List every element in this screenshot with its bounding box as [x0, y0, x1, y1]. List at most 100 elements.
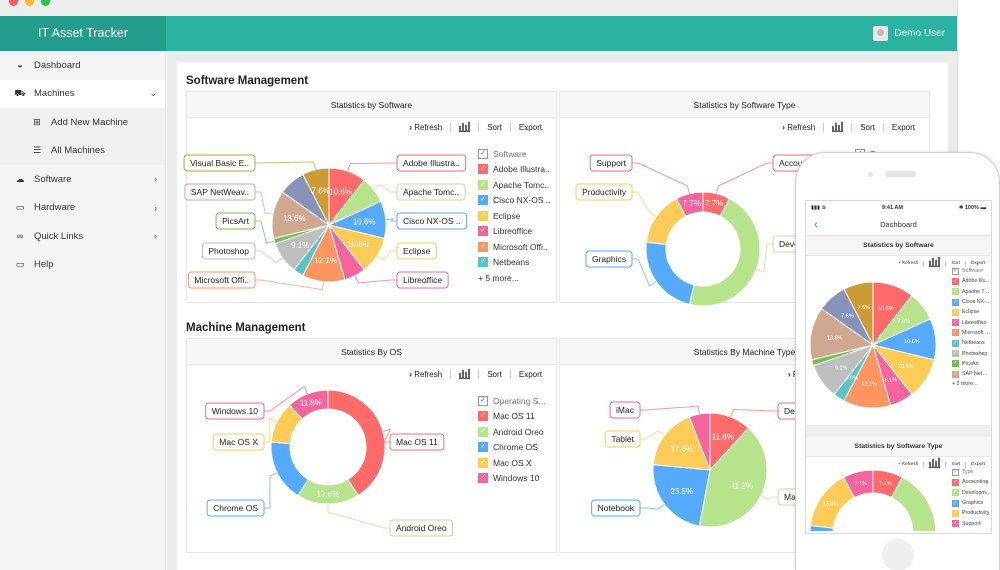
legend-item[interactable]: ✓ Chrome OS	[478, 440, 545, 456]
checkbox-icon[interactable]: ✓	[478, 395, 488, 406]
export-button[interactable]: Export	[518, 370, 542, 379]
bar-chart-icon[interactable]	[929, 256, 941, 267]
refresh-button[interactable]: › Refresh	[899, 261, 919, 266]
refresh-button[interactable]: › Refresh	[782, 123, 815, 132]
pie-slice[interactable]	[327, 389, 386, 497]
pie-slice[interactable]	[645, 241, 695, 305]
sidebar-item-add-new-machine[interactable]: ⊞ Add New Machine	[0, 108, 165, 137]
legend-item[interactable]: ✓ Android Oreo	[478, 424, 545, 440]
legend-toggle-all[interactable]: ✓ Operating S...	[478, 393, 545, 409]
checkbox-icon[interactable]: ✓	[478, 241, 488, 252]
pie-slice[interactable]	[302, 167, 330, 226]
legend-item[interactable]: ✓ Eclipse	[478, 208, 551, 224]
legend-item[interactable]: ✓Cisco NX-OS ..	[952, 297, 991, 307]
checkbox-icon[interactable]: ✓	[478, 179, 488, 190]
export-button[interactable]: Export	[518, 123, 542, 132]
legend-item[interactable]: ✓ Support	[952, 518, 991, 528]
legend-item[interactable]: ✓ Productivity	[952, 508, 991, 518]
sidebar-item-dashboard[interactable]: ◒ Dashboard	[0, 51, 165, 80]
zoom-window-button[interactable]	[41, 0, 50, 6]
sidebar-item-software[interactable]: ☁ Software ›	[0, 165, 165, 194]
export-button[interactable]: Export	[971, 462, 985, 467]
legend-item[interactable]: ✓Microsoft Offi..	[952, 328, 991, 338]
pie-slice[interactable]	[688, 197, 761, 307]
checkbox-icon[interactable]: ✓	[952, 489, 959, 497]
checkbox-icon[interactable]: ✓	[952, 329, 959, 337]
checkbox-icon[interactable]: ✓	[478, 457, 488, 468]
checkbox-icon[interactable]: ✓	[478, 226, 488, 237]
checkbox-icon[interactable]: ✓	[478, 473, 488, 484]
refresh-button[interactable]: › Refresh	[899, 462, 919, 467]
legend-item[interactable]: ✓ PicsArt	[952, 359, 991, 369]
bar-chart-icon[interactable]	[459, 122, 471, 132]
export-button[interactable]: Export	[971, 261, 985, 266]
sort-button[interactable]: Sort	[487, 123, 502, 132]
legend-item[interactable]: ✓Microsoft Offi..	[478, 239, 551, 255]
legend-item[interactable]: ✓ Netbeans	[952, 338, 991, 348]
sidebar-item-machines[interactable]: ⛟ Machines ⌄	[0, 79, 165, 108]
sidebar-item-hardware[interactable]: ▭ Hardware ›	[0, 194, 165, 223]
legend-item[interactable]: ✓ Mac OS 11	[478, 409, 545, 425]
legend-item[interactable]: ✓ Windows 10	[478, 471, 545, 487]
checkbox-icon[interactable]: ✓	[478, 195, 488, 206]
checkbox-icon[interactable]: ✓	[952, 468, 959, 476]
legend-toggle-all[interactable]: ✓ Software	[478, 146, 551, 162]
checkbox-icon[interactable]: ✓	[952, 308, 959, 316]
legend-item[interactable]: ✓ Eclipse	[952, 307, 991, 317]
legend-item[interactable]: ✓Apache Tomc..	[952, 287, 991, 297]
app-title[interactable]: IT Asset Tracker	[0, 16, 166, 51]
legend-more-link[interactable]: + 5 more...	[478, 272, 519, 283]
checkbox-icon[interactable]: ✓	[478, 411, 488, 422]
pie-slice[interactable]	[652, 416, 711, 471]
pie-slice[interactable]	[843, 281, 874, 346]
back-chevron-icon[interactable]: ‹	[814, 219, 818, 231]
checkbox-icon[interactable]: ✓	[952, 288, 959, 296]
checkbox-icon[interactable]: ✓	[952, 520, 959, 528]
legend-item[interactable]: ✓ Graphics	[952, 498, 991, 508]
sort-button[interactable]: Sort	[860, 123, 875, 132]
refresh-button[interactable]: › Refresh	[409, 370, 442, 379]
sort-button[interactable]: Sort	[487, 370, 502, 379]
checkbox-icon[interactable]: ✓	[478, 442, 488, 453]
checkbox-icon[interactable]: ✓	[952, 350, 959, 358]
checkbox-icon[interactable]: ✓	[952, 478, 959, 486]
legend-toggle-all[interactable]: ✓ Software	[952, 266, 991, 276]
checkbox-icon[interactable]: ✓	[478, 426, 488, 437]
sidebar-item-quick-links[interactable]: ∞ Quick Links ›	[0, 222, 165, 251]
legend-item[interactable]: ✓Cisco NX-OS ..	[478, 193, 551, 209]
checkbox-icon[interactable]: ✓	[952, 277, 959, 285]
checkbox-icon[interactable]: ✓	[952, 267, 959, 275]
pie-slice[interactable]	[698, 427, 768, 528]
checkbox-icon[interactable]: ✓	[478, 257, 488, 268]
bar-chart-icon[interactable]	[459, 369, 471, 379]
sidebar-item-help[interactable]: ▭ Help	[0, 251, 165, 280]
legend-item[interactable]: ✓ Libreoffice	[478, 224, 551, 240]
checkbox-icon[interactable]: ✓	[952, 499, 959, 507]
legend-item[interactable]: ✓Apache Tomc..	[478, 177, 551, 193]
minimize-window-button[interactable]	[25, 0, 34, 6]
legend-item[interactable]: ✓SAP NetWeav..	[952, 369, 991, 379]
legend-item[interactable]: ✓ Libreoffice	[952, 317, 991, 327]
checkbox-icon[interactable]: ✓	[952, 298, 959, 306]
sidebar-item-all-machines[interactable]: ☰ All Machines	[0, 136, 165, 165]
legend-item[interactable]: ✓ Photoshop	[952, 348, 991, 358]
legend-item[interactable]: ✓ Accounting	[952, 477, 991, 487]
checkbox-icon[interactable]: ✓	[952, 360, 959, 368]
pie-slice[interactable]	[675, 191, 704, 217]
checkbox-icon[interactable]: ✓	[952, 339, 959, 347]
pie-slice[interactable]	[270, 441, 309, 497]
bar-chart-icon[interactable]	[929, 457, 941, 468]
checkbox-icon[interactable]: ✓	[952, 319, 959, 327]
checkbox-icon[interactable]: ✓	[478, 210, 488, 221]
legend-more-link[interactable]: + 2 more...	[952, 381, 978, 388]
close-window-button[interactable]	[9, 0, 18, 6]
export-button[interactable]: Export	[891, 123, 915, 132]
legend-item[interactable]: ✓ Netbeans	[478, 255, 551, 271]
user-menu[interactable]: Demo User	[873, 16, 945, 51]
bar-chart-icon[interactable]	[832, 122, 844, 132]
pie-slice[interactable]	[843, 469, 874, 499]
checkbox-icon[interactable]: ✓	[478, 164, 488, 175]
legend-item[interactable]: ✓ Development	[952, 488, 991, 498]
legend-item[interactable]: ✓Adobe Illustra..	[952, 276, 991, 286]
legend-toggle-all[interactable]: ✓Type	[952, 467, 991, 477]
